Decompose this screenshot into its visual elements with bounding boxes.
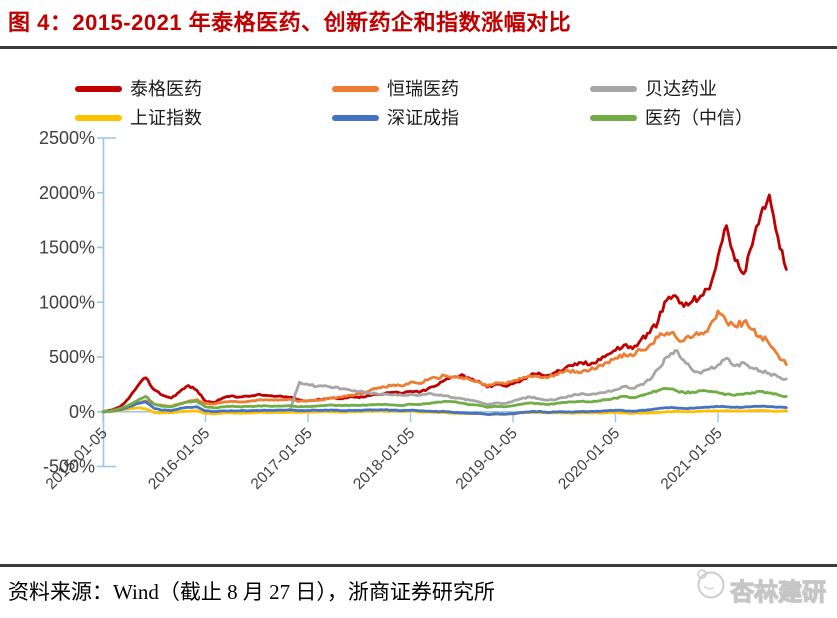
x-axis-label: 2018-01-05 <box>350 425 418 493</box>
legend-label: 贝达药业 <box>645 79 717 99</box>
legend-swatch-hengrui <box>332 86 379 92</box>
y-axis-label: 1500% <box>39 238 95 258</box>
source-note: 资料来源：Wind（截止 8 月 27 日），浙商证券研究所 <box>8 580 495 604</box>
legend-label: 深证成指 <box>387 108 459 128</box>
legend-swatch-pharma-citic <box>590 115 637 121</box>
legend-label: 上证指数 <box>130 108 202 128</box>
watermark-text: 杏林建研 <box>730 579 827 607</box>
series-line-szse <box>101 400 788 416</box>
legend-item-pharma-citic: 医药（中信） <box>590 107 753 129</box>
title-divider <box>0 46 837 49</box>
series-line-taige <box>101 193 788 414</box>
x-axis-label: 2019-01-05 <box>453 425 521 493</box>
legend-label: 恒瑞医药 <box>387 79 459 99</box>
x-axis-label: 2020-01-05 <box>555 425 623 493</box>
legend-swatch-sse <box>75 115 122 121</box>
x-axis-label: 2016-01-05 <box>145 425 213 493</box>
figure-title: 图 4：2015-2021 年泰格医药、创新药企和指数涨幅对比 <box>8 10 572 35</box>
bottom-divider <box>0 564 837 567</box>
mascot-circle-icon <box>697 569 725 599</box>
y-axis-label: 500% <box>49 347 95 367</box>
legend-item-taige: 泰格医药 <box>75 78 202 100</box>
legend-swatch-taige <box>75 86 122 92</box>
x-axis-label: 2017-01-05 <box>248 425 316 493</box>
legend-item-betta: 贝达药业 <box>590 78 717 100</box>
y-axis-label: 1000% <box>39 292 95 312</box>
legend-swatch-betta <box>590 86 637 92</box>
series-line-hengrui <box>101 309 788 414</box>
y-axis-label: 0% <box>69 402 95 422</box>
series-line-pharma-citic <box>101 387 788 414</box>
x-axis-label: 2021-01-05 <box>658 425 726 493</box>
legend-item-sse: 上证指数 <box>75 107 202 129</box>
legend-label: 医药（中信） <box>645 108 753 128</box>
chart-legend: 泰格医药 恒瑞医药 贝达药业上证指数 深证成指 医药（中信） <box>0 0 837 130</box>
y-axis-label: -500% <box>43 457 95 477</box>
series-line-betta <box>289 349 788 409</box>
y-axis-label: 2000% <box>39 183 95 203</box>
legend-label: 泰格医药 <box>130 79 202 99</box>
y-axis-label: 2500% <box>39 128 95 148</box>
legend-item-hengrui: 恒瑞医药 <box>332 78 459 100</box>
legend-item-szse: 深证成指 <box>332 107 459 129</box>
watermark: 杏林建研 <box>694 566 834 607</box>
legend-swatch-szse <box>332 115 379 121</box>
